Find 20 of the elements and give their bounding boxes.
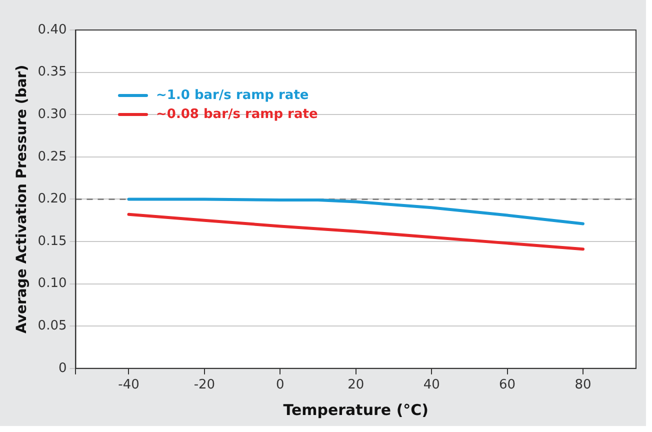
x-tick-label: 20 xyxy=(348,378,364,393)
x-tick-label: 0 xyxy=(276,378,284,393)
legend-label: ~0.08 bar/s ramp rate xyxy=(156,107,318,122)
x-tick-label: -20 xyxy=(194,378,216,393)
y-tick-label: 0.40 xyxy=(38,22,67,38)
x-tick-label: -40 xyxy=(118,378,140,393)
y-tick-label: 0.25 xyxy=(38,149,67,164)
legend-label: ~1.0 bar/s ramp rate xyxy=(156,88,309,103)
x-tick-label: 80 xyxy=(574,378,592,393)
x-axis-title: Temperature (°C) xyxy=(283,400,429,419)
y-tick-label: 0 xyxy=(58,360,67,376)
y-tick-label: 0.35 xyxy=(38,64,67,80)
y-tick-label: 0.10 xyxy=(38,276,67,292)
y-tick-label: 0.20 xyxy=(38,192,67,207)
y-tick-label: 0.15 xyxy=(38,234,67,249)
x-tick-label: 40 xyxy=(423,378,440,393)
y-tick-label: 0.05 xyxy=(38,318,67,334)
x-tick-label: 60 xyxy=(499,378,516,393)
y-axis-title: Average Activation Pressure (bar) xyxy=(14,64,30,334)
y-tick-label: 0.30 xyxy=(38,106,67,122)
